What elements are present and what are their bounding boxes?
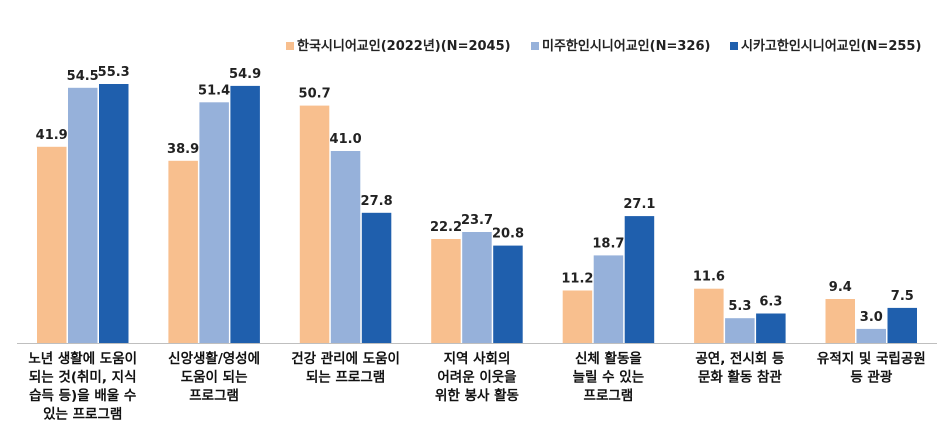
category-label-6-line-2: 문화 활동 참관	[698, 369, 782, 386]
bar-series3-cat6	[756, 313, 786, 343]
legend-label-3: 시카고한인시니어교인(N=255)	[741, 38, 921, 54]
category-label-6-line-1: 공연, 전시회 등	[695, 350, 784, 367]
value-label-series1-cat2: 38.9	[167, 142, 199, 157]
category-label-3-line-1: 건강 관리에 도움이	[291, 350, 400, 367]
bar-series2-cat2	[199, 102, 229, 343]
category-label-3-line-2: 되는 프로그램	[306, 370, 385, 386]
bar-series2-cat6	[725, 318, 755, 343]
value-label-series3-cat3: 27.8	[361, 194, 393, 209]
category-label-2-line-3: 프로그램	[189, 388, 239, 404]
category-label-5-line-3: 프로그램	[584, 388, 634, 404]
bar-series3-cat1	[99, 84, 129, 343]
value-label-series3-cat5: 27.1	[623, 197, 655, 212]
bar-series2-cat4	[462, 232, 492, 343]
bar-series2-cat3	[330, 151, 361, 343]
value-label-series2-cat4: 23.7	[461, 213, 493, 228]
chart-legend: 한국시니어교인(2022년)(N=2045) 미주한인시니어교인(N=326) 시카…	[286, 38, 921, 54]
value-label-series1-cat1: 41.9	[36, 128, 68, 143]
bar-series1-cat6	[694, 288, 724, 343]
bar-series3-cat3	[361, 212, 392, 343]
value-label-series1-cat5: 11.2	[561, 272, 593, 287]
value-label-series3-cat2: 54.9	[229, 67, 261, 82]
value-label-series1-cat6: 11.6	[693, 270, 725, 285]
bar-series1-cat3	[299, 105, 330, 343]
category-label-5-line-2: 늘릴 수 있는	[573, 370, 645, 386]
bar-series1-cat7	[825, 299, 855, 343]
category-label-2-line-1: 신앙생활/영성에	[168, 350, 260, 367]
bar-series2-cat5	[593, 255, 624, 343]
value-label-series2-cat5: 18.7	[592, 236, 624, 251]
bar-series3-cat5	[624, 216, 655, 343]
value-label-series1-cat7: 9.4	[829, 280, 852, 295]
value-label-series2-cat3: 41.0	[330, 132, 362, 147]
category-label-4-line-1: 지역 사회의	[444, 350, 511, 367]
category-label-2-line-2: 도움이 되는	[181, 369, 248, 386]
category-label-5-line-1: 신체 활동을	[575, 350, 642, 367]
legend-label-2: 미주한인시니어교인(N=326)	[542, 38, 710, 54]
chart-value-labels: 41.9 54.555.3 38.9 51.454.9 50.7 41.0 27.8 22.2…	[36, 65, 914, 325]
bar-series2-cat7	[856, 328, 886, 343]
chart-bars	[37, 84, 917, 344]
bar-series1-cat4	[431, 239, 461, 343]
value-label-series1-cat3: 50.7	[299, 87, 331, 102]
legend-swatch-3	[730, 42, 738, 50]
value-label-series2-cat2: 51.4	[198, 83, 230, 98]
value-label-series2-cat6: 5.3	[728, 299, 751, 314]
category-label-1-line-1: 노년 생활에 도움이	[28, 350, 137, 367]
value-label-series1-cat4: 22.2	[430, 220, 462, 235]
category-label-1-line-3: 습득 등)을 배울 수	[29, 387, 136, 404]
bar-series1-cat2	[168, 160, 198, 343]
category-label-7-line-1: 유적지 및 국립공원	[817, 350, 926, 367]
bar-series1-cat5	[562, 290, 593, 343]
value-label-series3-cat4: 20.8	[492, 227, 524, 242]
value-label-series3-cat6: 6.3	[759, 295, 782, 310]
legend-swatch-2	[531, 42, 539, 50]
value-label-series2-cat1: 54.5	[67, 69, 99, 84]
bar-series3-cat2	[230, 85, 260, 344]
value-label-series3-cat1: 55.3	[98, 65, 130, 80]
value-label-series2-cat7: 3.0	[860, 310, 883, 325]
category-label-4-line-2: 어려운 이웃을	[437, 369, 516, 386]
value-label-series3-cat7: 7.5	[891, 289, 914, 304]
bar-series3-cat4	[493, 245, 523, 343]
bar-series3-cat7	[887, 307, 917, 343]
category-label-4-line-3: 위한 봉사 활동	[435, 387, 519, 404]
category-label-1-line-4: 있는 프로그램	[43, 407, 122, 423]
bar-series2-cat1	[68, 87, 98, 343]
category-label-7-line-2: 등 관광	[850, 369, 893, 386]
legend-swatch-1	[286, 42, 294, 50]
category-label-1-line-2: 되는 것(취미, 지식	[29, 369, 137, 386]
legend-label-1: 한국시니어교인(2022년)(N=2045)	[297, 38, 511, 54]
bar-series1-cat1	[37, 146, 67, 343]
